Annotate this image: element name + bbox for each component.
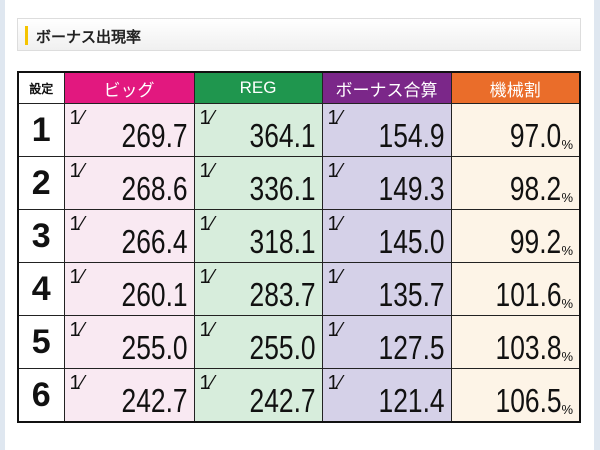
fraction-prefix: 1⁄	[69, 213, 84, 235]
table-row: 6 1⁄ 242.7 1⁄ 242.7 1⁄ 121.4 106.5%	[17, 368, 581, 423]
total-cell: 1⁄ 149.3	[321, 156, 452, 210]
reg-cell: 1⁄ 255.0	[193, 315, 323, 369]
payout-value: 101.6	[495, 276, 562, 313]
bonus-rate-table: 設定 ビッグ REG ボーナス合算 機械割 1 1⁄ 269.7 1⁄ 364.1 1⁄ 1…	[17, 71, 581, 423]
reg-cell: 1⁄ 336.1	[193, 156, 323, 210]
total-cell: 1⁄ 154.9	[321, 103, 452, 157]
big-value: 269.7	[121, 117, 188, 154]
fraction-prefix: 1⁄	[199, 266, 214, 288]
header-payout: 機械割	[450, 71, 581, 104]
total-value: 127.5	[378, 329, 445, 366]
page: ボーナス出現率 設定 ビッグ REG ボーナス合算 機械割 1 1⁄ 269.7 1⁄…	[5, 0, 594, 450]
accent-bar	[25, 26, 28, 45]
reg-value: 336.1	[249, 170, 316, 207]
reg-value: 255.0	[249, 329, 316, 366]
table-row: 5 1⁄ 255.0 1⁄ 255.0 1⁄ 127.5 103.8%	[17, 315, 581, 369]
fraction-prefix: 1⁄	[327, 319, 342, 341]
fraction-prefix: 1⁄	[69, 319, 84, 341]
setting-cell: 3	[17, 209, 65, 263]
total-cell: 1⁄ 135.7	[321, 262, 452, 316]
fraction-prefix: 1⁄	[327, 213, 342, 235]
fraction-prefix: 1⁄	[327, 266, 342, 288]
payout-cell: 106.5%	[450, 368, 581, 423]
table-row: 3 1⁄ 266.4 1⁄ 318.1 1⁄ 145.0 99.2%	[17, 209, 581, 263]
big-cell: 1⁄ 255.0	[63, 315, 195, 369]
payout-cell: 97.0%	[450, 103, 581, 157]
fraction-prefix: 1⁄	[327, 107, 342, 129]
payout-cell: 98.2%	[450, 156, 581, 210]
big-value: 268.6	[121, 170, 188, 207]
fraction-prefix: 1⁄	[69, 160, 84, 182]
percent-unit: %	[561, 137, 573, 152]
fraction-prefix: 1⁄	[327, 372, 342, 394]
total-cell: 1⁄ 121.4	[321, 368, 452, 423]
big-cell: 1⁄ 268.6	[63, 156, 195, 210]
big-cell: 1⁄ 266.4	[63, 209, 195, 263]
payout-cell: 99.2%	[450, 209, 581, 263]
setting-cell: 2	[17, 156, 65, 210]
percent-unit: %	[561, 190, 573, 205]
fraction-prefix: 1⁄	[69, 372, 84, 394]
total-value: 154.9	[378, 117, 445, 154]
setting-cell: 6	[17, 368, 65, 423]
section-title: ボーナス出現率	[36, 29, 142, 46]
fraction-prefix: 1⁄	[199, 107, 214, 129]
big-value: 266.4	[121, 223, 188, 260]
header-row: 設定 ビッグ REG ボーナス合算 機械割	[17, 71, 581, 104]
section-header: ボーナス出現率	[17, 18, 581, 51]
total-cell: 1⁄ 145.0	[321, 209, 452, 263]
payout-value: 103.8	[495, 329, 562, 366]
payout-value: 98.2	[510, 170, 562, 207]
reg-value: 318.1	[249, 223, 316, 260]
setting-cell: 1	[17, 103, 65, 157]
header-reg: REG	[193, 71, 323, 104]
fraction-prefix: 1⁄	[199, 213, 214, 235]
reg-cell: 1⁄ 242.7	[193, 368, 323, 423]
reg-value: 364.1	[249, 117, 316, 154]
header-big: ビッグ	[63, 71, 195, 104]
fraction-prefix: 1⁄	[327, 160, 342, 182]
fraction-prefix: 1⁄	[69, 266, 84, 288]
big-cell: 1⁄ 260.1	[63, 262, 195, 316]
table-row: 4 1⁄ 260.1 1⁄ 283.7 1⁄ 135.7 101.6%	[17, 262, 581, 316]
payout-value: 99.2	[510, 223, 562, 260]
setting-cell: 5	[17, 315, 65, 369]
table-row: 2 1⁄ 268.6 1⁄ 336.1 1⁄ 149.3 98.2%	[17, 156, 581, 210]
payout-cell: 103.8%	[450, 315, 581, 369]
payout-value: 106.5	[495, 382, 562, 419]
reg-cell: 1⁄ 364.1	[193, 103, 323, 157]
total-value: 135.7	[378, 276, 445, 313]
total-cell: 1⁄ 127.5	[321, 315, 452, 369]
header-setting: 設定	[17, 71, 65, 104]
big-value: 255.0	[121, 329, 188, 366]
setting-cell: 4	[17, 262, 65, 316]
reg-value: 283.7	[249, 276, 316, 313]
payout-cell: 101.6%	[450, 262, 581, 316]
big-value: 260.1	[121, 276, 188, 313]
percent-unit: %	[561, 243, 573, 258]
total-value: 149.3	[378, 170, 445, 207]
fraction-prefix: 1⁄	[199, 372, 214, 394]
table-row: 1 1⁄ 269.7 1⁄ 364.1 1⁄ 154.9 97.0%	[17, 103, 581, 157]
big-cell: 1⁄ 242.7	[63, 368, 195, 423]
total-value: 145.0	[378, 223, 445, 260]
reg-value: 242.7	[249, 382, 316, 419]
total-value: 121.4	[378, 382, 445, 419]
big-cell: 1⁄ 269.7	[63, 103, 195, 157]
percent-unit: %	[561, 349, 573, 364]
percent-unit: %	[561, 402, 573, 417]
fraction-prefix: 1⁄	[199, 319, 214, 341]
reg-cell: 1⁄ 318.1	[193, 209, 323, 263]
header-total: ボーナス合算	[321, 71, 452, 104]
payout-value: 97.0	[510, 117, 562, 154]
fraction-prefix: 1⁄	[69, 107, 84, 129]
fraction-prefix: 1⁄	[199, 160, 214, 182]
percent-unit: %	[561, 296, 573, 311]
reg-cell: 1⁄ 283.7	[193, 262, 323, 316]
big-value: 242.7	[121, 382, 188, 419]
